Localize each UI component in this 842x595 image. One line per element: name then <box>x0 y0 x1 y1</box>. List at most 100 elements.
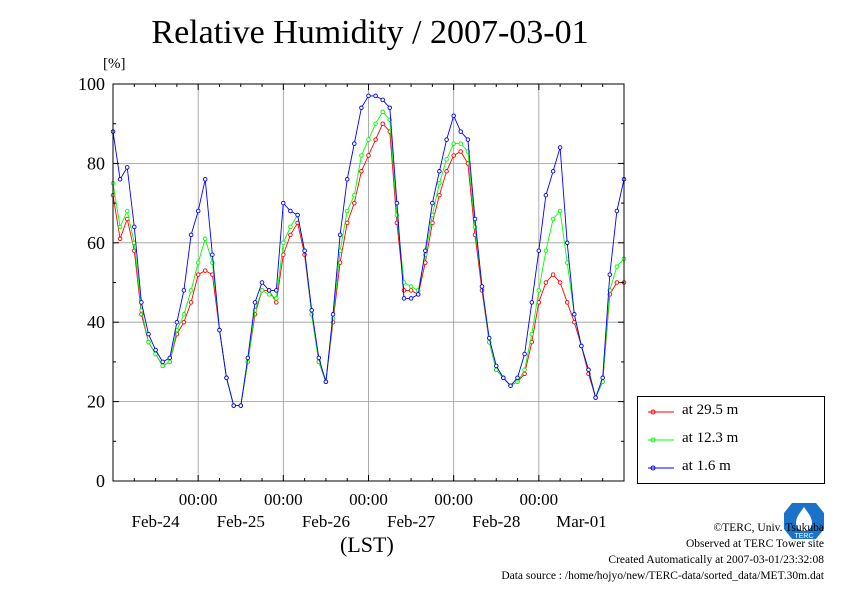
data-point <box>245 355 251 361</box>
data-point <box>181 288 187 293</box>
data-point <box>117 236 123 242</box>
data-point <box>557 145 563 150</box>
data-point <box>167 355 173 361</box>
data-point <box>380 109 385 115</box>
data-point <box>543 192 549 198</box>
x-date-label: Feb-24 <box>131 512 180 531</box>
legend-item-1-6m: at 1.6 m <box>646 458 821 478</box>
data-point <box>373 93 378 99</box>
legend-marker-red <box>648 409 674 415</box>
data-point <box>274 300 279 305</box>
data-point <box>451 141 456 146</box>
data-point <box>522 367 527 373</box>
data-point <box>188 300 194 305</box>
data-point <box>117 177 123 182</box>
data-point <box>366 137 371 142</box>
data-point <box>373 121 378 126</box>
data-point <box>543 280 549 285</box>
data-point <box>344 220 350 226</box>
data-point <box>352 141 357 146</box>
data-point <box>380 121 385 126</box>
data-point <box>195 208 201 214</box>
created-text: Created Automatically at 2007-03-01/23:3… <box>608 554 824 566</box>
source-text: Data source : /home/hojyo/new/TERC-data/… <box>501 570 824 582</box>
data-point <box>401 288 407 293</box>
data-point <box>302 248 307 253</box>
legend: at 29.5 m at 12.3 m at 1.6 m <box>637 396 825 484</box>
data-point <box>181 319 187 325</box>
data-point <box>323 379 329 385</box>
data-point <box>444 157 449 162</box>
data-point <box>430 200 435 206</box>
data-point <box>408 284 414 289</box>
data-point <box>579 343 584 349</box>
data-point <box>366 93 371 99</box>
data-point <box>337 232 343 238</box>
data-point <box>536 288 542 293</box>
data-point <box>387 105 393 111</box>
data-point <box>458 129 463 134</box>
data-point <box>564 260 570 265</box>
data-point <box>344 208 350 214</box>
data-point <box>238 403 244 408</box>
data-point <box>274 288 279 293</box>
data-point <box>458 149 463 154</box>
data-point <box>536 248 542 253</box>
data-point <box>515 379 520 385</box>
data-point <box>423 248 428 253</box>
data-point <box>231 403 236 408</box>
data-point <box>408 288 414 293</box>
data-point <box>124 165 130 170</box>
legend-item-29-5m: at 29.5 m <box>646 402 821 422</box>
data-point <box>153 347 158 353</box>
data-point <box>572 312 577 317</box>
data-point <box>380 97 385 103</box>
data-point <box>394 200 400 206</box>
data-point <box>543 248 549 253</box>
x-time-label: 00:00 <box>264 490 303 509</box>
legend-label: at 29.5 m <box>682 402 739 418</box>
data-point <box>124 208 130 214</box>
data-point <box>437 181 442 186</box>
x-date-label: Feb-27 <box>387 512 436 531</box>
y-tick-label: 40 <box>87 312 105 332</box>
data-point <box>139 300 144 305</box>
data-point <box>210 252 215 257</box>
terc-logo: TERC <box>784 503 824 540</box>
y-tick-label: 60 <box>87 233 105 253</box>
data-point <box>550 169 556 174</box>
data-point <box>259 288 265 293</box>
series-layer <box>110 93 627 408</box>
data-point <box>444 137 449 142</box>
data-point <box>288 224 293 230</box>
data-point <box>146 331 151 337</box>
data-point <box>586 367 591 373</box>
data-point <box>202 268 208 273</box>
data-point <box>486 335 492 341</box>
data-point <box>202 177 208 182</box>
data-point <box>195 260 201 265</box>
data-point <box>401 296 407 301</box>
data-point <box>188 232 194 238</box>
chart-title: Relative Humidity / 2007-03-01 <box>151 14 589 51</box>
data-point <box>188 288 194 293</box>
data-point <box>224 375 229 381</box>
data-point <box>465 137 471 142</box>
data-point <box>458 141 463 146</box>
data-point <box>550 216 556 222</box>
data-point <box>330 312 336 317</box>
data-point <box>359 153 364 158</box>
legend-item-12-3m: at 12.3 m <box>646 430 821 450</box>
data-point <box>160 359 165 365</box>
data-point <box>557 208 563 214</box>
y-tick-label: 0 <box>96 471 105 491</box>
x-date-label: Feb-25 <box>217 512 265 531</box>
y-tick-label: 80 <box>87 153 105 173</box>
data-point <box>408 296 414 301</box>
data-point <box>529 331 535 337</box>
x-date-label: Feb-28 <box>472 512 520 531</box>
legend-label: at 12.3 m <box>682 430 739 446</box>
data-point <box>181 312 187 317</box>
x-date-label: Feb-26 <box>302 512 350 531</box>
data-point <box>352 192 357 198</box>
